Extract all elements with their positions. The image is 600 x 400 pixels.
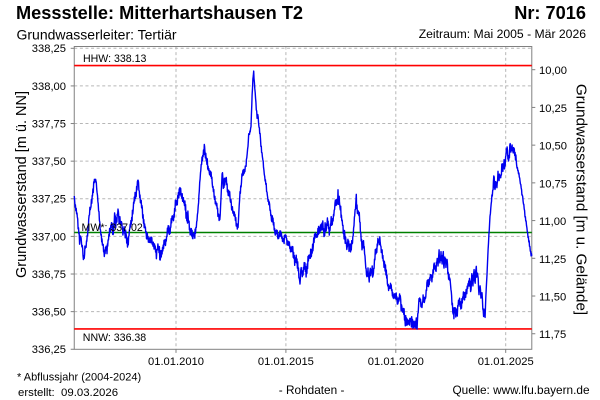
svg-text:Grundwasserleiter: Tertiär: Grundwasserleiter: Tertiär [17,26,177,42]
svg-text:01.01.2015: 01.01.2015 [258,356,314,368]
svg-text:338,25: 338,25 [32,43,66,55]
svg-text:337,50: 337,50 [32,156,66,168]
svg-text:10,25: 10,25 [539,103,567,115]
svg-text:Quelle: www.lfu.bayern.de: Quelle: www.lfu.bayern.de [452,383,589,397]
svg-text:336,25: 336,25 [32,344,66,356]
svg-text:337,00: 337,00 [32,231,66,243]
svg-text:MW*: 337.02: MW*: 337.02 [82,222,143,234]
svg-text:erstellt: 09.03.2026: erstellt: 09.03.2026 [18,387,118,399]
svg-text:336,50: 336,50 [32,307,66,319]
svg-text:HHW: 338.13: HHW: 338.13 [83,53,147,65]
svg-text:10,00: 10,00 [539,65,567,77]
svg-text:NNW: 336.38: NNW: 336.38 [83,332,147,344]
svg-text:* Abflussjahr (2004-2024): * Abflussjahr (2004-2024) [17,372,141,384]
svg-text:Nr: 7016: Nr: 7016 [514,3,586,23]
svg-text:Grundwasserstand [m u. Gelände: Grundwasserstand [m u. Gelände] [573,84,590,315]
svg-text:01.01.2010: 01.01.2010 [148,356,204,368]
svg-text:337,25: 337,25 [32,194,66,206]
svg-text:- Rohdaten -: - Rohdaten - [279,383,345,397]
svg-text:11,75: 11,75 [539,329,566,341]
svg-text:01.01.2025: 01.01.2025 [478,356,534,368]
svg-text:01.01.2020: 01.01.2020 [368,356,424,368]
svg-text:338,00: 338,00 [32,81,66,93]
svg-text:10,50: 10,50 [539,141,567,153]
svg-text:Messstelle: Mitterhartshausen: Messstelle: Mitterhartshausen T2 [16,3,303,23]
svg-text:10,75: 10,75 [539,178,567,190]
svg-text:Grundwasserstand [m ü. NN]: Grundwasserstand [m ü. NN] [14,91,30,278]
svg-text:11,50: 11,50 [539,292,566,304]
svg-text:11,25: 11,25 [539,254,566,266]
svg-text:336,75: 336,75 [32,269,66,281]
svg-text:337,75: 337,75 [32,118,66,130]
svg-text:Zeitraum: Mai 2005 - Mär 2026: Zeitraum: Mai 2005 - Mär 2026 [419,27,587,41]
svg-text:11,00: 11,00 [539,216,566,228]
